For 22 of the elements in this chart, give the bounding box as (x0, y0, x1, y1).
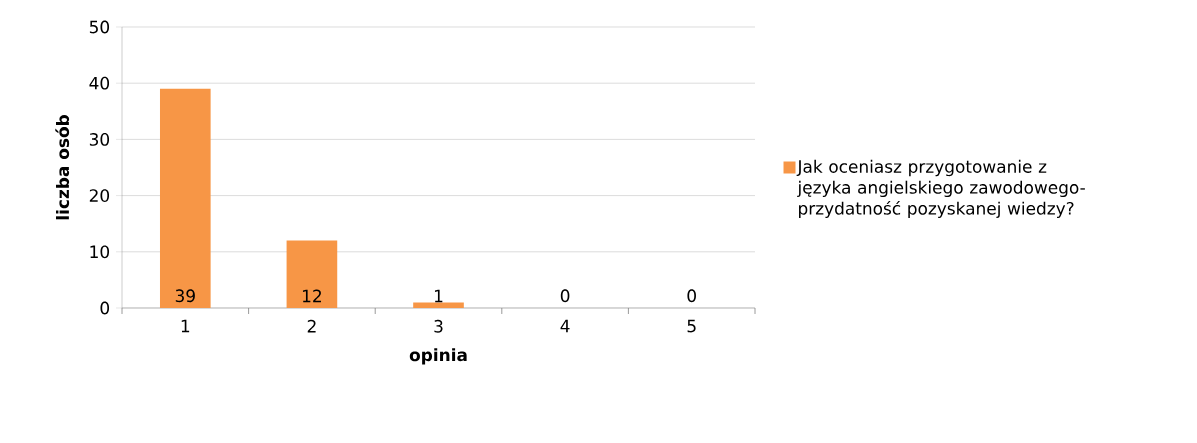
legend-label: Jak oceniasz przygotowanie z języka angielskiego zawodowego- przydatność pozyskanej wiedzy? (796, 159, 1085, 219)
x-tick-label: 2 (307, 319, 316, 333)
bar (159, 88, 211, 308)
data-label: 39 (175, 289, 195, 303)
x-tick-label: 1 (181, 319, 190, 333)
x-axis-title: opinia (409, 348, 467, 365)
y-tick-label: 20 (89, 189, 110, 202)
data-label: 12 (302, 289, 321, 303)
y-tick-label: 50 (89, 20, 110, 34)
x-tick-label: 3 (434, 319, 443, 333)
y-axis-title: liczba osób (55, 115, 70, 220)
data-label: 0 (687, 289, 696, 303)
x-tick-label: 4 (560, 319, 570, 333)
y-tick-label: 0 (100, 301, 110, 315)
data-label: 1 (434, 289, 443, 303)
y-tick-label: 40 (89, 76, 110, 90)
x-tick-label: 5 (687, 319, 696, 333)
y-tick-label: 10 (90, 245, 110, 259)
bar (286, 240, 338, 308)
bar (413, 302, 464, 308)
y-tick-label: 30 (89, 132, 110, 146)
data-label: 0 (560, 289, 570, 303)
